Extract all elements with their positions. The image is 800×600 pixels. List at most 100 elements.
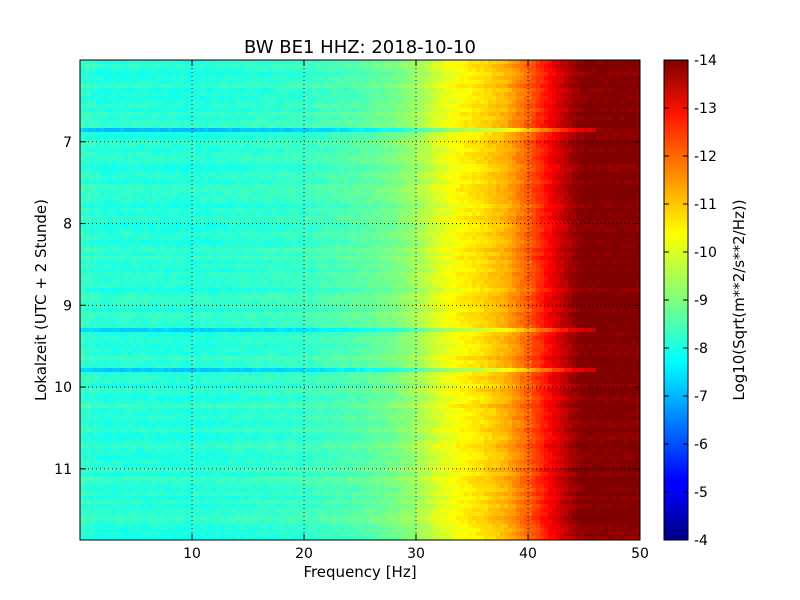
heatmap-cell <box>564 60 569 65</box>
heatmap-cell <box>284 200 289 205</box>
heatmap-cell <box>468 164 473 169</box>
heatmap-cell <box>404 152 409 157</box>
heatmap-cell <box>460 96 465 101</box>
heatmap-cell <box>128 152 133 157</box>
heatmap-cell <box>580 68 585 73</box>
heatmap-cell <box>228 60 233 65</box>
heatmap-cell <box>528 144 533 149</box>
heatmap-cell <box>456 68 461 73</box>
heatmap-cell <box>396 188 401 193</box>
heatmap-cell <box>332 104 337 109</box>
heatmap-cell <box>348 152 353 157</box>
heatmap-cell <box>456 112 461 117</box>
heatmap-cell <box>448 68 453 73</box>
heatmap-cell <box>200 64 205 69</box>
heatmap-cell <box>588 152 593 157</box>
heatmap-cell <box>84 84 89 89</box>
heatmap-cell <box>216 124 221 129</box>
heatmap-cell <box>340 200 345 205</box>
heatmap-cell <box>496 112 501 117</box>
heatmap-cell <box>632 84 637 89</box>
heatmap-cell <box>168 152 173 157</box>
heatmap-cell <box>332 160 337 165</box>
heatmap-cell <box>404 108 409 113</box>
heatmap-cell <box>576 104 581 109</box>
heatmap-cell <box>224 148 229 153</box>
heatmap-cell <box>292 156 297 161</box>
heatmap-cell <box>460 152 465 157</box>
heatmap-cell <box>480 100 485 105</box>
heatmap-cell <box>436 168 441 173</box>
heatmap-cell <box>332 144 337 149</box>
heatmap-cell <box>352 116 357 121</box>
heatmap-cell <box>488 96 493 101</box>
heatmap-cell <box>612 112 617 117</box>
heatmap-cell <box>176 100 181 105</box>
heatmap-cell <box>100 132 105 137</box>
heatmap-cell <box>452 116 457 121</box>
heatmap-cell <box>520 108 525 113</box>
heatmap-cell <box>84 188 89 193</box>
heatmap-cell <box>504 144 509 149</box>
heatmap-cell <box>376 120 381 125</box>
heatmap-cell <box>596 132 601 137</box>
heatmap-cell <box>372 104 377 109</box>
heatmap-cell <box>196 160 201 165</box>
heatmap-cell <box>380 148 385 153</box>
heatmap-cell <box>600 176 605 181</box>
heatmap-cell <box>424 148 429 153</box>
heatmap-cell <box>432 140 437 145</box>
heatmap-cell <box>320 148 325 153</box>
heatmap-cell <box>120 140 125 145</box>
heatmap-cell <box>504 136 509 141</box>
heatmap-cell <box>128 196 133 201</box>
heatmap-cell <box>384 96 389 101</box>
heatmap-cell <box>436 140 441 145</box>
heatmap-cell <box>456 116 461 121</box>
heatmap-cell <box>592 144 597 149</box>
heatmap-cell <box>416 132 421 137</box>
heatmap-cell <box>172 152 177 157</box>
heatmap-cell <box>384 184 389 189</box>
heatmap-cell <box>80 80 85 85</box>
heatmap-cell <box>416 116 421 121</box>
heatmap-cell <box>600 144 605 149</box>
heatmap-cell <box>512 100 517 105</box>
heatmap-cell <box>124 200 129 205</box>
heatmap-cell <box>212 68 217 73</box>
heatmap-cell <box>344 80 349 85</box>
heatmap-cell <box>604 132 609 137</box>
heatmap-cell <box>608 100 613 105</box>
heatmap-cell <box>512 160 517 165</box>
heatmap-cell <box>120 192 125 197</box>
heatmap-cell <box>112 132 117 137</box>
heatmap-cell <box>348 60 353 65</box>
heatmap-cell <box>84 124 89 129</box>
heatmap-cell <box>132 164 137 169</box>
heatmap-cell <box>144 116 149 121</box>
heatmap-cell <box>372 124 377 129</box>
heatmap-cell <box>212 96 217 101</box>
chart-title: BW BE1 HHZ: 2018-10-10 <box>244 37 476 58</box>
heatmap-cell <box>552 144 557 149</box>
heatmap-cell <box>560 156 565 161</box>
heatmap-cell <box>128 148 133 153</box>
heatmap-cell <box>328 196 333 201</box>
heatmap-cell <box>596 160 601 165</box>
heatmap-cell <box>280 156 285 161</box>
heatmap-cell <box>580 148 585 153</box>
heatmap-cell <box>236 92 241 97</box>
heatmap-cell <box>396 200 401 205</box>
heatmap-cell <box>104 200 109 205</box>
heatmap-cell <box>608 136 613 141</box>
heatmap-cell <box>180 188 185 193</box>
heatmap-cell <box>428 132 433 137</box>
heatmap-cell <box>316 176 321 181</box>
heatmap-cell <box>436 164 441 169</box>
heatmap-cell <box>104 156 109 161</box>
heatmap-cell <box>240 144 245 149</box>
heatmap-cell <box>280 164 285 169</box>
heatmap-cell <box>140 72 145 77</box>
heatmap-cell <box>596 96 601 101</box>
heatmap-cell <box>336 76 341 81</box>
